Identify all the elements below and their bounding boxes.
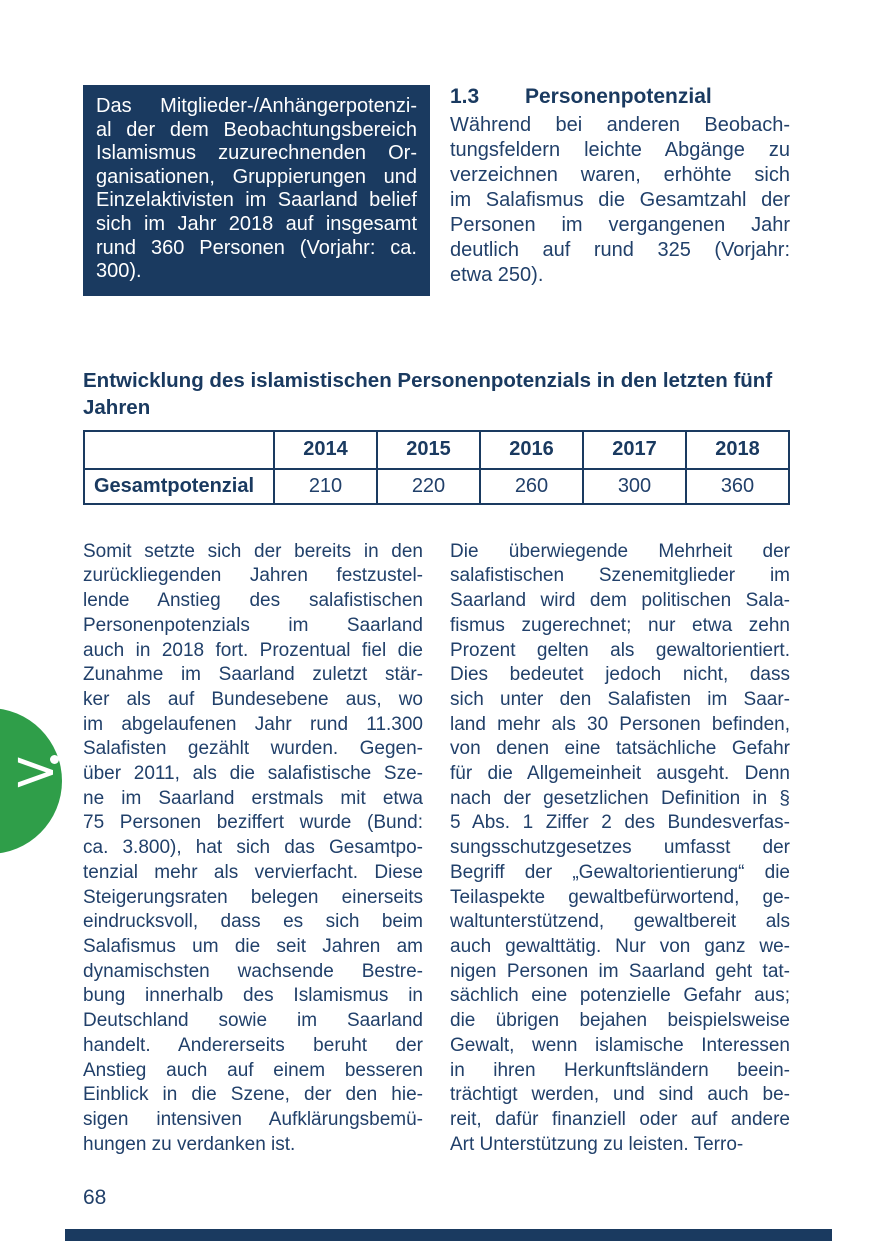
year-header: 2015 [376, 429, 481, 470]
year-header: 2018 [685, 429, 790, 470]
value-cell: 220 [376, 467, 481, 505]
body-right-column: Die überwiegende Mehrheit der salafistisc… [450, 540, 790, 1155]
row-label: Gesamtpotenzial [83, 467, 275, 505]
value-cell: 260 [479, 467, 584, 505]
chapter-tab: > [0, 708, 62, 854]
table-header-row: 2014 2015 2016 2017 2018 [83, 429, 790, 470]
footer-bar [65, 1229, 832, 1241]
value-cell: 300 [582, 467, 687, 505]
chevron-right-icon: > [12, 739, 59, 804]
year-header: 2016 [479, 429, 584, 470]
top-row: Das Mitglieder-/Anhängerpotenzi-al der d… [83, 85, 790, 296]
table-row: Gesamtpotenzial 210 220 260 300 360 [83, 467, 790, 505]
body-left-column: Somit setzte sich der bereits in den zurü… [83, 540, 423, 1155]
value-cell: 360 [685, 467, 790, 505]
value-cell: 210 [273, 467, 378, 505]
year-header: 2014 [273, 429, 378, 470]
year-header: 2017 [582, 429, 687, 470]
section-number: 1.3 [450, 85, 480, 108]
body-text: Somit setzte sich der bereits in den zurü… [83, 540, 790, 1158]
section-title: Personenpotenzial [525, 85, 712, 108]
empty-header-cell [83, 429, 275, 470]
table-heading: Entwicklung des islamistischen Personenp… [83, 368, 773, 419]
dot-icon [50, 755, 59, 764]
section-intro-column: 1.3 Personenpotenzial Während bei andere… [450, 85, 790, 288]
potentials-table: 2014 2015 2016 2017 2018 Gesamtpotenzial… [83, 429, 790, 505]
page-number: 68 [83, 1186, 107, 1210]
page-content: Das Mitglieder-/Anhängerpotenzi-al der d… [83, 85, 790, 1210]
section-intro-paragraph: Während bei anderen Beobach-tungsfeldern… [450, 114, 790, 286]
section-heading: 1.3 Personenpotenzial [450, 85, 790, 109]
highlight-box: Das Mitglieder-/Anhängerpotenzi-al der d… [83, 85, 430, 296]
